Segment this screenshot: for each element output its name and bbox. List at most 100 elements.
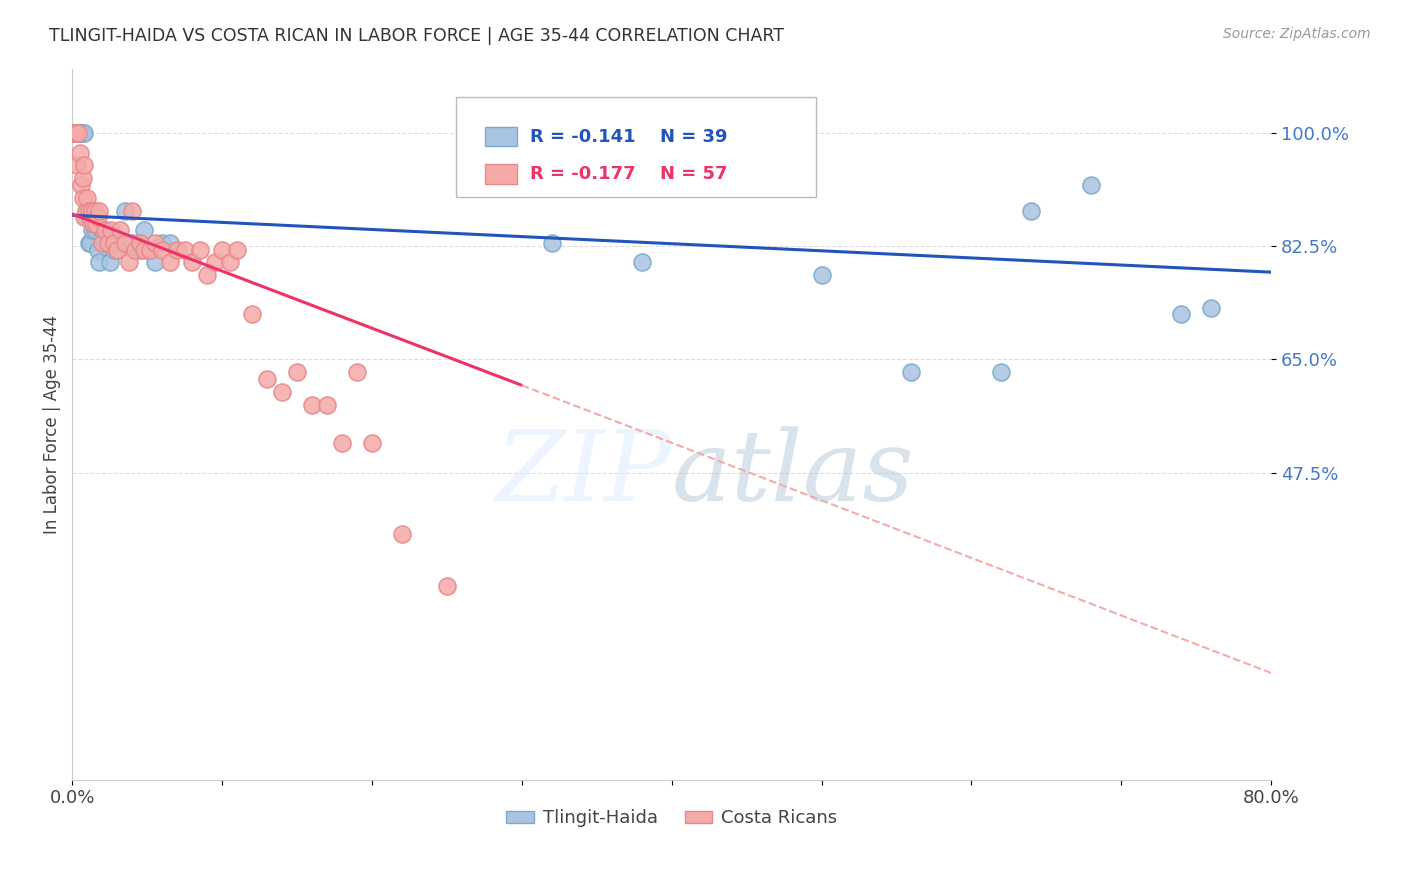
Point (80, 223, 103, 237)
Point (134, 223, 156, 237)
Point (83, 223, 105, 237)
Point (128, 243, 150, 257)
Point (900, 365, 922, 379)
Point (990, 365, 1012, 379)
FancyBboxPatch shape (485, 127, 517, 146)
Point (143, 255, 166, 269)
Text: N = 39: N = 39 (659, 128, 727, 145)
Point (173, 243, 195, 257)
Point (118, 255, 141, 269)
Point (76, 203, 98, 218)
Point (86, 243, 108, 257)
Point (391, 527, 413, 541)
Point (66, 126, 89, 140)
Legend: Tlingit-Haida, Costa Ricans: Tlingit-Haida, Costa Ricans (499, 802, 844, 835)
Point (72, 126, 94, 140)
Point (330, 436, 353, 450)
Point (82, 217, 104, 231)
Point (285, 365, 308, 379)
Point (65, 126, 87, 140)
Point (98, 255, 121, 269)
Point (124, 243, 146, 257)
Point (89, 203, 111, 218)
Point (301, 398, 323, 412)
Point (67, 126, 90, 140)
Point (75, 211, 97, 225)
Point (69, 126, 91, 140)
Point (91, 235, 114, 250)
Point (436, 579, 458, 593)
Point (62, 126, 84, 140)
Point (73, 126, 96, 140)
Point (73, 211, 96, 225)
Text: ZIP: ZIP (495, 426, 672, 522)
Point (128, 235, 150, 250)
Point (226, 243, 249, 257)
Point (70, 178, 93, 192)
Point (97, 235, 120, 250)
Point (65, 126, 87, 140)
Point (62, 126, 84, 140)
Point (70, 126, 93, 140)
Point (159, 235, 181, 250)
Point (810, 268, 832, 283)
Point (70, 126, 93, 140)
Y-axis label: In Labor Force | Age 35-44: In Labor Force | Age 35-44 (44, 315, 60, 533)
Point (346, 365, 368, 379)
Point (73, 159, 96, 173)
Text: Source: ZipAtlas.com: Source: ZipAtlas.com (1223, 27, 1371, 41)
FancyBboxPatch shape (456, 97, 815, 196)
Text: atlas: atlas (672, 426, 914, 522)
Point (94, 223, 117, 237)
Point (630, 255, 652, 269)
Point (1080, 178, 1102, 192)
Point (316, 398, 339, 412)
Point (79, 211, 101, 225)
Text: R = -0.177: R = -0.177 (530, 165, 636, 183)
Point (134, 243, 156, 257)
Point (361, 436, 384, 450)
Point (256, 372, 278, 386)
Point (94, 235, 117, 250)
Point (240, 307, 263, 321)
Point (72, 191, 94, 205)
Point (72, 171, 94, 186)
Point (1021, 203, 1043, 218)
FancyBboxPatch shape (485, 164, 517, 184)
Point (103, 235, 125, 250)
Text: R = -0.141: R = -0.141 (530, 128, 636, 145)
Point (159, 255, 181, 269)
Text: TLINGIT-HAIDA VS COSTA RICAN IN LABOR FORCE | AGE 35-44 CORRELATION CHART: TLINGIT-HAIDA VS COSTA RICAN IN LABOR FO… (49, 27, 785, 45)
Point (89, 255, 111, 269)
Point (195, 268, 218, 283)
Point (114, 203, 136, 218)
Point (271, 384, 294, 399)
Point (77, 235, 100, 250)
Point (103, 243, 125, 257)
Point (69, 126, 91, 140)
Point (76, 191, 98, 205)
Point (166, 243, 188, 257)
Point (86, 211, 108, 225)
Point (181, 255, 204, 269)
Point (139, 243, 162, 257)
Point (83, 203, 105, 218)
Point (121, 203, 143, 218)
Point (91, 223, 114, 237)
Point (69, 145, 91, 160)
Point (188, 243, 211, 257)
Point (1199, 301, 1222, 315)
Point (79, 235, 101, 250)
Point (100, 223, 122, 237)
Point (77, 203, 100, 218)
Point (105, 243, 128, 257)
Text: N = 57: N = 57 (659, 165, 727, 183)
Point (66, 159, 89, 173)
Point (218, 255, 240, 269)
Point (67, 126, 90, 140)
Point (540, 235, 562, 250)
Point (84, 217, 107, 231)
Point (80, 203, 103, 218)
Point (1170, 307, 1192, 321)
Point (150, 235, 173, 250)
